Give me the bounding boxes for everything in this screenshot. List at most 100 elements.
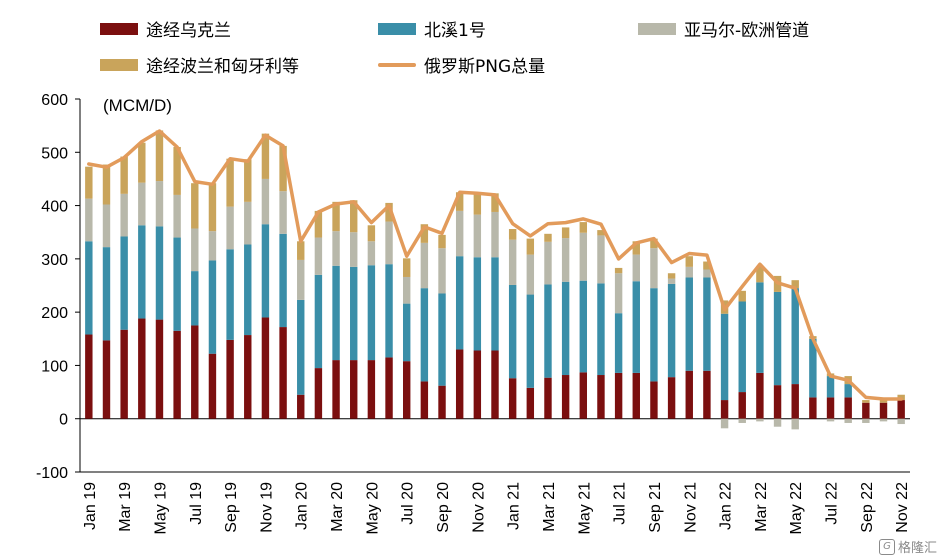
bar-segment-s0-8 [226,339,234,419]
bar-segment-s0-0 [85,334,93,419]
bar-segment-s1-20 [438,293,446,386]
bar-segment-s1-2 [120,236,128,330]
bar-segment-s1-11 [279,233,287,328]
bar-segment-s2-7 [208,231,217,261]
bar-segment-s1-17 [385,264,393,358]
bar-segment-s0-34 [685,370,693,419]
bar-segment-s1-10 [261,224,270,318]
y-tick-label: 0 [59,412,68,429]
bar-segment-s1-25 [526,294,535,388]
y-tick-label: -100 [36,465,68,482]
bar-segment-s0-10 [261,317,270,419]
x-tick-label: Nov 19 [258,482,275,533]
bar-segment-s2-45 [879,418,888,422]
bar-segment-s3-35 [703,261,711,270]
bar-segment-s2-36 [720,418,729,429]
watermark-text: 格隆汇 [897,541,937,556]
bar-segment-s2-0 [85,198,93,242]
x-tick-label: Sep 21 [647,482,664,533]
bar-segment-s0-26 [544,377,552,419]
bar-segment-s2-28 [579,232,588,281]
bar-segment-s1-5 [173,237,181,331]
bar-segment-s0-28 [579,372,588,419]
bar-segment-s3-20 [438,234,446,249]
bar-segment-s1-8 [226,249,234,340]
bar-segment-s1-15 [350,266,358,361]
bar-segment-s1-0 [85,241,93,335]
bar-segment-s1-23 [491,257,499,351]
bar-segment-s0-13 [314,368,323,419]
bar-segment-s0-27 [561,375,570,419]
bar-segment-s1-43 [844,384,852,398]
x-tick-label: Nov 21 [682,482,699,533]
y-tick-label: 300 [41,252,68,269]
bar-segment-s1-35 [703,277,711,371]
bar-segment-s1-31 [632,281,640,373]
bar-segment-s2-35 [703,269,711,278]
bar-segment-s0-14 [332,360,340,419]
bar-segment-s3-3 [138,142,146,183]
bar-segment-s1-40 [791,288,799,385]
bar-segment-s0-22 [473,350,482,419]
bar-segment-s2-15 [350,232,358,267]
total-line [87,129,903,401]
bar-segment-s0-41 [809,397,817,419]
bar-segment-s3-29 [597,230,605,236]
bar-segment-s1-6 [191,271,199,326]
bar-segment-s0-18 [402,361,411,419]
bar-segment-s0-4 [155,319,164,419]
bar-segment-s1-37 [738,301,746,393]
y-tick-label: 500 [41,145,68,162]
bar-segment-s3-28 [579,222,588,233]
bar-segment-s2-31 [632,254,640,282]
legend-label-poland-hungary: 途经波兰和匈牙利等 [146,57,299,77]
x-tick-label: Jan 19 [82,482,99,530]
bar-segment-s2-37 [738,418,746,423]
bars [85,130,905,430]
bar-segment-s2-22 [473,214,482,258]
bar-segment-s3-8 [226,158,234,207]
bar-segment-s2-27 [561,238,570,282]
bar-segment-s2-2 [120,193,128,237]
bar-segment-s0-3 [138,318,146,419]
bar-segment-s2-5 [173,194,181,238]
bar-segment-s0-7 [208,353,217,419]
bar-segment-s3-33 [667,273,676,279]
bar-segment-s0-21 [455,349,464,419]
x-tick-label: Mar 21 [541,482,558,532]
bar-segment-s3-5 [173,146,181,195]
legend-label-ukraine: 途经乌克兰 [146,21,231,41]
bar-segment-s3-12 [297,241,305,260]
x-tick-label: May 22 [788,482,805,535]
bar-segment-s3-17 [385,202,393,222]
y-tick-label: 400 [41,199,68,216]
legend-item-nordstream: 北溪1号 [378,16,486,41]
y-unit-label: (MCM/D) [103,96,172,115]
bar-segment-s2-12 [297,259,305,300]
x-tick-label: Jul 21 [612,482,629,525]
legend-item-ukraine: 途经乌克兰 [100,16,231,41]
bar-segment-s3-23 [491,193,499,212]
x-tick-label: Jul 22 [824,482,841,525]
bar-segment-s2-42 [826,418,835,422]
bar-segment-s1-16 [367,265,376,361]
bar-segment-s0-38 [756,372,764,419]
bar-segment-s2-10 [261,178,270,225]
bar-segment-s1-39 [773,291,782,386]
bar-segment-s2-25 [526,254,535,295]
bar-segment-s3-13 [314,210,323,238]
y-tick-label: 100 [41,358,68,375]
bar-segment-s3-27 [561,227,570,239]
bar-segment-s2-17 [385,221,393,265]
bar-segment-s1-12 [297,299,305,395]
y-tick-label: 600 [41,92,68,109]
axis-labels: -100 0 100 200 300 400 500 600 Jan 19 Mar 19 May 1… [36,92,911,534]
x-tick-label: Jan 22 [718,482,735,530]
bar-segment-s2-16 [367,241,376,266]
legend-swatch-poland-hungary [100,58,138,71]
bar-segment-s1-29 [597,283,605,376]
legend-swatch-ukraine [100,22,138,35]
bar-segment-s2-8 [226,206,234,250]
bar-segment-s0-36 [720,400,729,419]
total-line-path [87,129,903,401]
